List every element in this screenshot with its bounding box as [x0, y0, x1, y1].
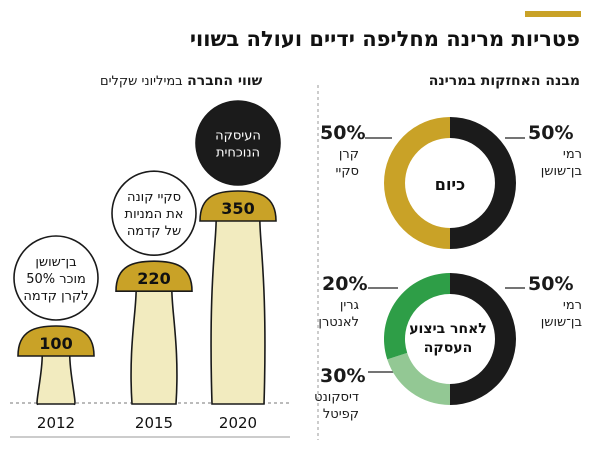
bar-value-label-2015: 220 [137, 269, 170, 288]
title-accent-bar [525, 11, 581, 17]
pie1-slice-0 [450, 117, 516, 249]
annotation-text-2020-1: הנוכחית [216, 146, 260, 161]
pie2-label-green-name2: לאנטרן [318, 315, 359, 330]
pie2-label-rami-name2: בן־שושן [540, 315, 582, 330]
mushroom-stem-2015 [130, 282, 178, 405]
pie2-label-discount-name2: קפיטל [322, 407, 359, 422]
pie2-label-discount-name1: דיסקונט [314, 390, 359, 405]
tick-label-2012: 2012 [37, 414, 75, 432]
bar-value-label-2012: 100 [39, 334, 72, 353]
page-title: פטריות מרינה מחליפה ידיים ועולה בשווי [189, 27, 580, 51]
pie2-label-rami-pct: 50% [528, 273, 574, 295]
pie1-label-rami-name2: בן־שושן [540, 164, 582, 179]
pie1-slice-1 [384, 117, 450, 249]
pie1-label-rami-name1: רמי [562, 147, 582, 162]
pie2-label-rami-name1: רמי [562, 298, 582, 313]
mushroom-cap-2020 [199, 190, 277, 222]
annotation-bubble-2012 [13, 235, 99, 321]
pie2-label-green-name1: גרין [339, 298, 359, 313]
annotation-text-2020-0: העיסקה [215, 129, 261, 144]
pie2-slice-0 [450, 273, 516, 405]
pie2-slice-2 [383, 273, 450, 360]
pie1-center-label: כיום [435, 175, 465, 194]
pie2-slice-1 [387, 352, 450, 405]
bar-value-label-2020: 350 [221, 199, 254, 218]
mushroom-cap-2015 [115, 260, 193, 292]
pie1-label-keren-name1: קרן [338, 147, 359, 162]
annotation-bubble-2015 [111, 170, 197, 256]
value-title-bold: שווי החברה [187, 73, 263, 89]
mushroom-stem-2020 [210, 212, 266, 405]
tick-label-2015: 2015 [135, 414, 173, 432]
holdings-section-title: מבנה האחזקות במרינה [429, 72, 580, 90]
mushroom-cap-2012 [17, 325, 95, 357]
pie2-label-green-pct: 20% [322, 273, 368, 295]
pie1-label-rami-pct: 50% [528, 122, 574, 144]
annotation-text-2015-2: של קדמה [127, 224, 181, 239]
pie2-center-label-2: העסקה [424, 340, 472, 356]
value-section-title: שווי החברה במיליוני שקלים [100, 72, 262, 91]
annotation-text-2012-1: מוכר 50% [26, 272, 86, 287]
annotation-text-2015-1: את המניות [125, 207, 184, 222]
pie1-label-keren-pct: 50% [320, 122, 366, 144]
annotation-text-2015-0: סקיי קונה [127, 190, 181, 205]
pie2-center-label-1: לאחר ביצוע [409, 321, 487, 337]
tick-label-2020: 2020 [219, 414, 257, 432]
pie1-label-keren-name2: סקיי [335, 164, 359, 179]
pie2-label-discount-pct: 30% [320, 365, 366, 387]
annotation-text-2012-2: לקרן קדמה [23, 289, 88, 304]
annotation-text-2012-0: בן־שושן [35, 255, 76, 270]
holdings-title-text: מבנה האחזקות במרינה [428, 73, 580, 89]
annotation-bubble-2020 [195, 100, 281, 186]
value-title-sub: במיליוני שקלים [100, 74, 183, 89]
